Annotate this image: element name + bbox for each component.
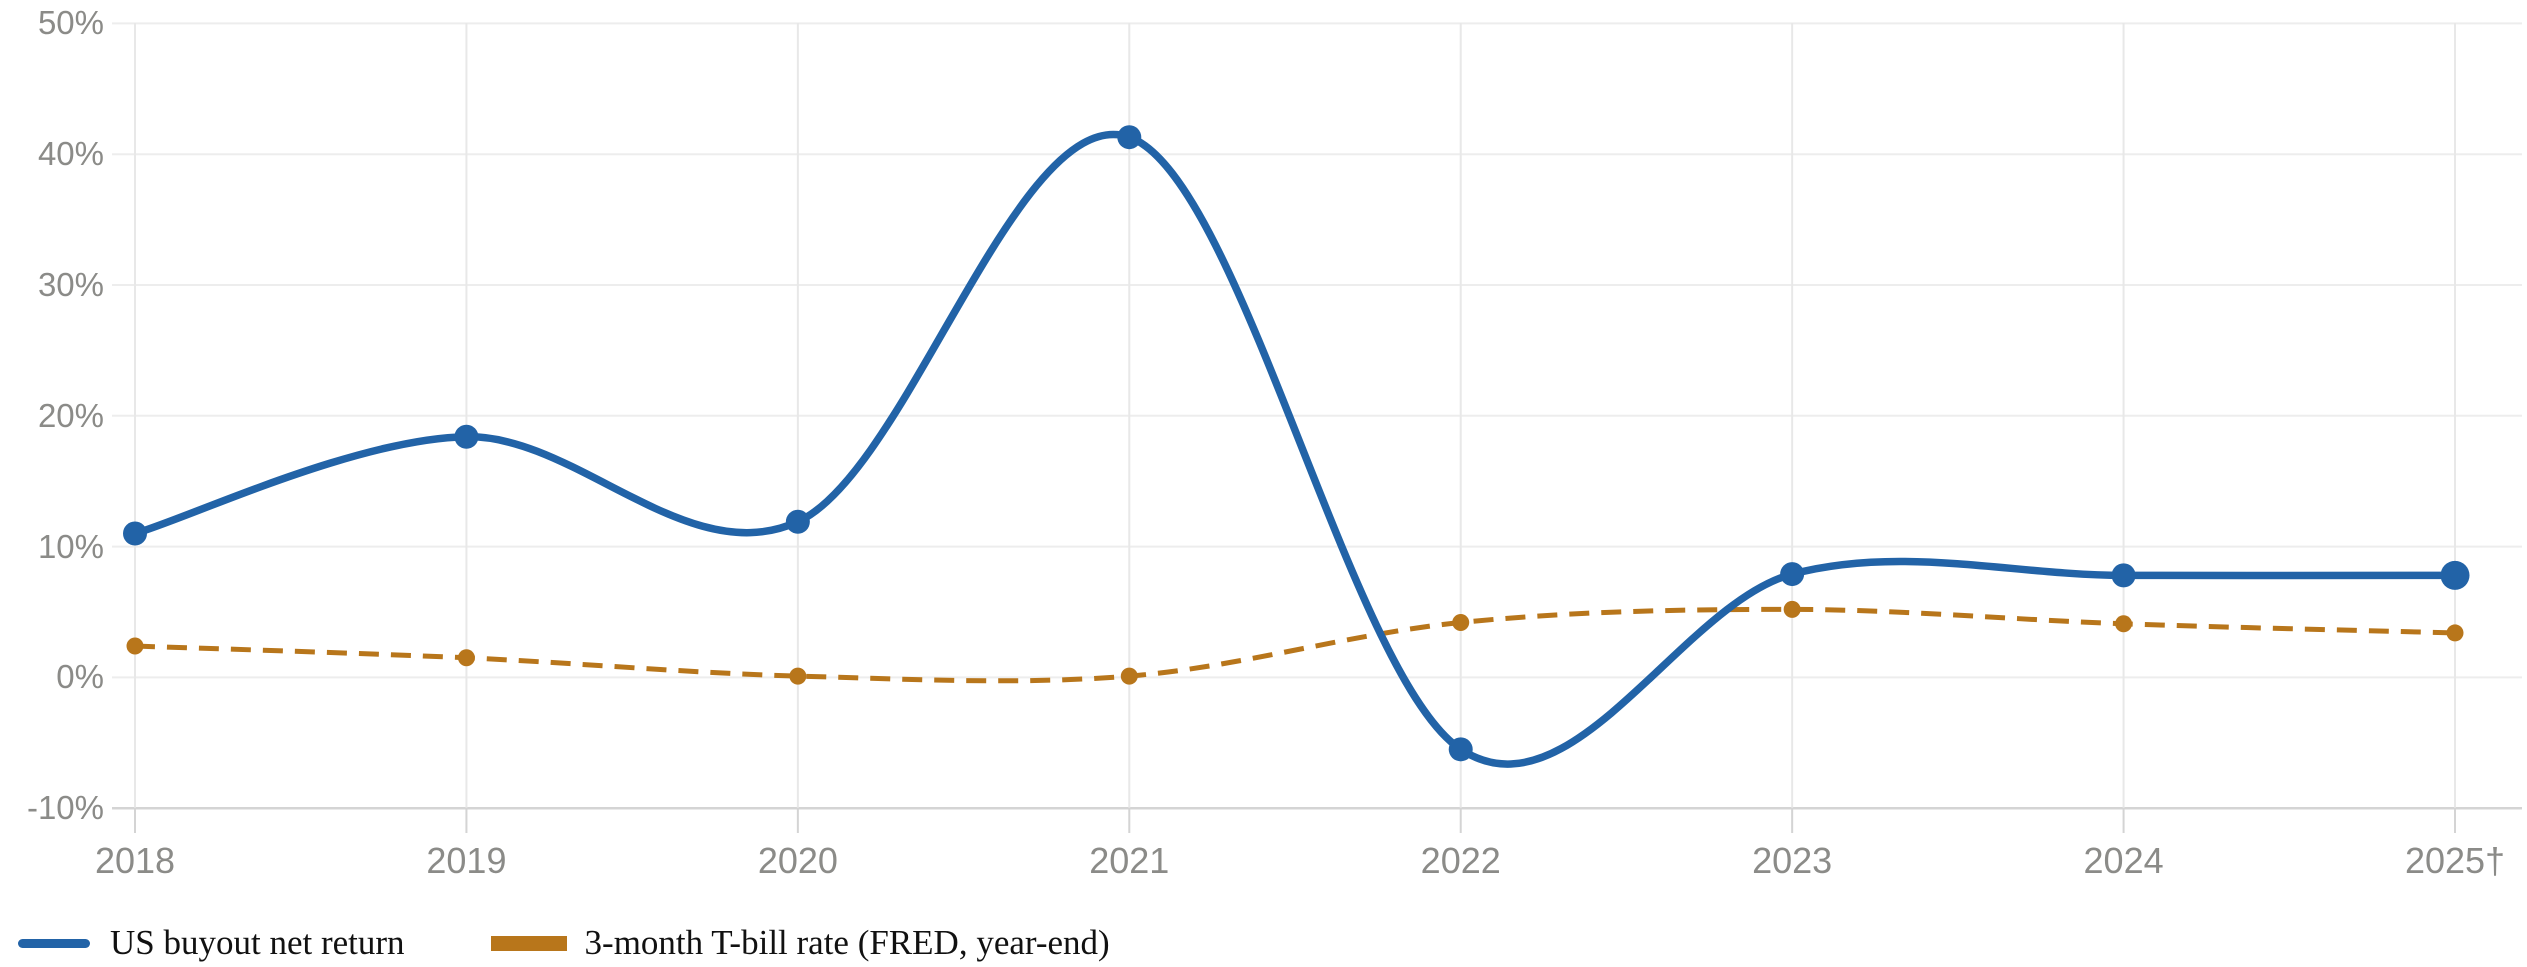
x-axis-tick-label: 2023 — [1752, 840, 1833, 881]
x-axis-tick-label: 2019 — [426, 840, 507, 881]
legend-item-us-buyout[interactable]: US buyout net return — [18, 923, 405, 963]
us-buyout-point-2020 — [785, 509, 810, 534]
us-buyout-point-2021 — [1117, 125, 1142, 150]
x-axis-tick-label: 2024 — [2083, 840, 2164, 881]
x-axis-tick-label: 2020 — [757, 840, 838, 881]
y-axis-tick-label: -10% — [26, 789, 104, 827]
us-buyout-point-2018 — [123, 521, 147, 546]
legend-item-tbill[interactable]: 3-month T-bill rate (FRED, year-end) — [490, 923, 1110, 963]
us-buyout-point-2025 — [2440, 560, 2470, 590]
x-axis-tick-label: 2022 — [1420, 840, 1501, 881]
legend: US buyout net return 3-month T-bill rate… — [18, 920, 1110, 966]
y-axis-tick-label: 20% — [37, 396, 104, 434]
tbill-point-2021 — [1120, 667, 1138, 685]
tbill-point-2020 — [789, 667, 807, 685]
us-buyout-point-2024 — [2111, 563, 2136, 588]
tbill-point-2022 — [1452, 613, 1470, 631]
us-buyout-point-2022 — [1448, 737, 1473, 762]
tbill-point-2019 — [457, 649, 475, 667]
legend-label: 3-month T-bill rate (FRED, year-end) — [584, 923, 1110, 962]
legend-swatch-rect-icon — [490, 935, 567, 951]
us-buyout-line — [133, 130, 2456, 768]
us-buyout-point-2023 — [1780, 562, 1805, 587]
x-axis-tick-label: 2018 — [94, 840, 176, 881]
tbill-point-2024 — [2115, 615, 2133, 633]
x-axis-tick-label: 2021 — [1089, 840, 1170, 881]
us-buyout-point-2019 — [454, 424, 479, 449]
legend-label: US buyout net return — [110, 923, 405, 962]
y-axis-tick-label: 0% — [56, 658, 104, 696]
y-axis-tick-label: 40% — [37, 135, 104, 173]
tbill-line — [134, 606, 2456, 684]
y-axis-tick-label: 30% — [37, 266, 104, 303]
legend-swatch-line-icon — [18, 938, 90, 948]
tbill-point-2025 — [2446, 624, 2464, 642]
x-axis-tick-label: 2025† — [2404, 840, 2506, 881]
y-axis-tick-label: 10% — [37, 527, 104, 565]
tbill-point-2023 — [1783, 600, 1801, 618]
y-axis-tick-label: 50% — [37, 4, 104, 42]
tbill-point-2018 — [126, 637, 144, 655]
